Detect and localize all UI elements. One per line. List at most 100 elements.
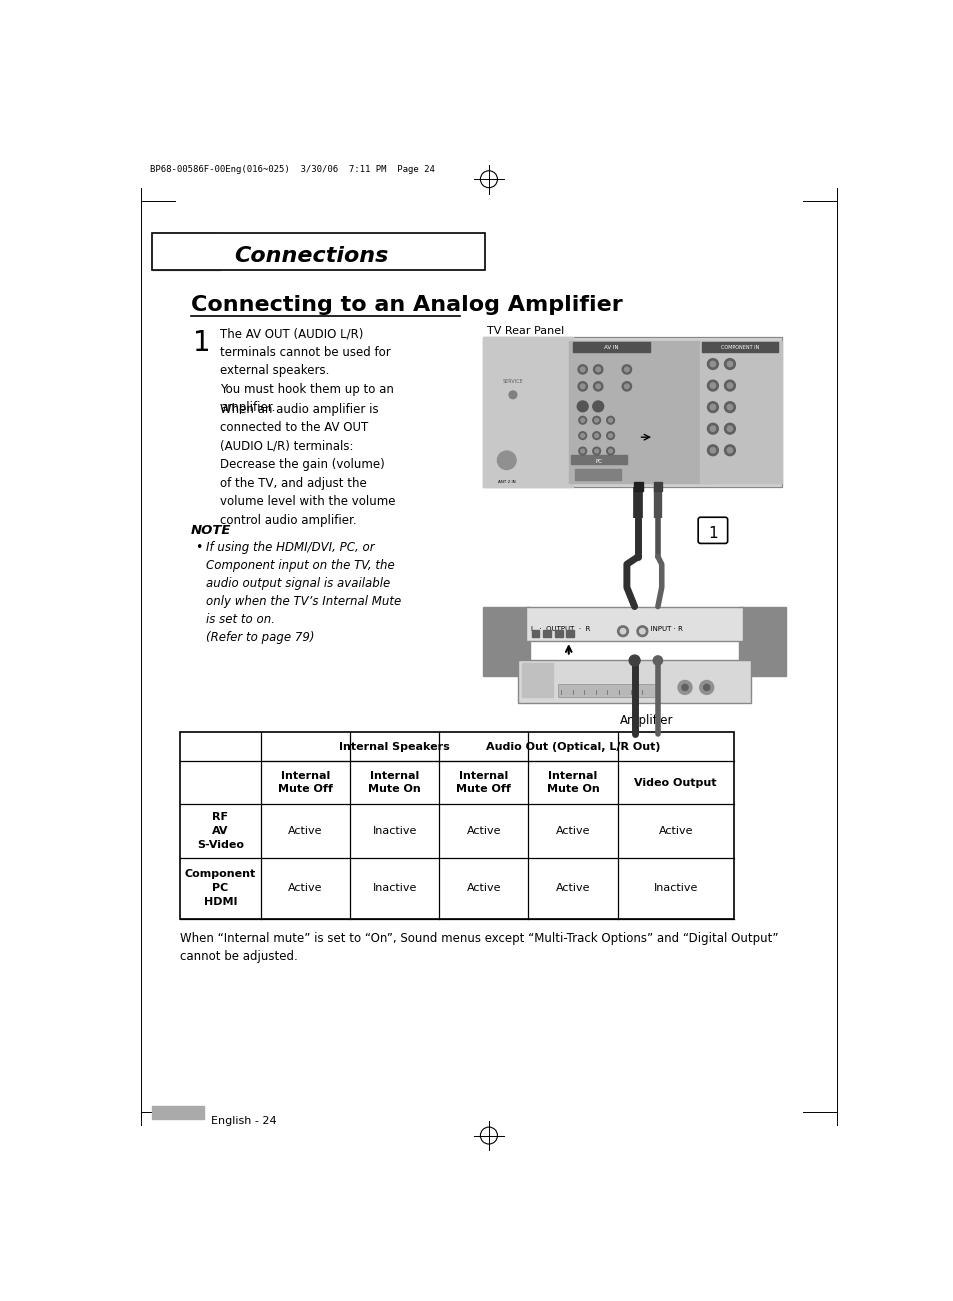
Text: Active: Active <box>466 826 500 835</box>
Text: Component
PC
HDMI: Component PC HDMI <box>185 869 255 907</box>
Bar <box>525 606 742 641</box>
Bar <box>483 337 781 487</box>
Circle shape <box>578 448 586 455</box>
Text: TV Rear Panel: TV Rear Panel <box>487 325 564 336</box>
Text: BP68-00586F-00Eng(016~025)  3/30/06  7:11 PM  Page 24: BP68-00586F-00Eng(016~025) 3/30/06 7:11 … <box>150 165 435 174</box>
Bar <box>531 630 538 637</box>
Circle shape <box>579 367 584 372</box>
Circle shape <box>707 402 718 412</box>
Circle shape <box>709 425 715 432</box>
Circle shape <box>592 416 599 424</box>
Text: Active: Active <box>556 826 590 835</box>
Text: Internal
Mute Off: Internal Mute Off <box>278 771 333 794</box>
Circle shape <box>726 405 732 410</box>
Bar <box>179 732 733 920</box>
Circle shape <box>703 684 709 691</box>
Circle shape <box>592 401 603 411</box>
Circle shape <box>723 359 735 369</box>
Circle shape <box>723 402 735 412</box>
Circle shape <box>596 384 599 389</box>
Bar <box>571 455 626 464</box>
Circle shape <box>509 392 517 398</box>
Text: English - 24: English - 24 <box>211 1115 276 1125</box>
Circle shape <box>497 451 516 470</box>
Circle shape <box>726 382 732 388</box>
Text: The AV OUT (AUDIO L/R)
terminals cannot be used for
external speakers.
You must : The AV OUT (AUDIO L/R) terminals cannot … <box>220 327 394 414</box>
Text: L · INPUT · R: L · INPUT · R <box>639 626 682 632</box>
Bar <box>566 630 574 637</box>
Bar <box>654 481 661 490</box>
Circle shape <box>578 364 587 373</box>
Circle shape <box>608 433 612 437</box>
Text: Internal Speakers: Internal Speakers <box>339 742 450 752</box>
Bar <box>152 233 220 271</box>
Circle shape <box>580 433 584 437</box>
Bar <box>575 468 620 480</box>
Bar <box>521 662 553 697</box>
Bar <box>700 341 781 484</box>
Text: When an audio amplifier is
connected to the AV OUT
(AUDIO L/R) terminals:
Decrea: When an audio amplifier is connected to … <box>220 402 395 527</box>
Text: When “Internal mute” is set to “On”, Sound menus except “Multi-Track Options” an: When “Internal mute” is set to “On”, Sou… <box>179 932 778 963</box>
Text: ANT 2 IN: ANT 2 IN <box>497 480 515 484</box>
Text: If using the HDMI/DVI, PC, or
Component input on the TV, the
audio output signal: If using the HDMI/DVI, PC, or Component … <box>206 541 401 644</box>
Circle shape <box>726 425 732 432</box>
Text: Active: Active <box>288 883 322 894</box>
Text: Active: Active <box>288 826 322 835</box>
Circle shape <box>723 445 735 455</box>
Bar <box>152 1106 204 1119</box>
Circle shape <box>726 448 732 453</box>
Circle shape <box>578 416 586 424</box>
Text: Amplifier: Amplifier <box>618 714 672 727</box>
FancyBboxPatch shape <box>698 518 727 544</box>
Circle shape <box>578 381 587 392</box>
Circle shape <box>592 448 599 455</box>
Circle shape <box>617 626 628 636</box>
Bar <box>483 606 530 677</box>
Circle shape <box>707 445 718 455</box>
Circle shape <box>624 367 629 372</box>
Text: L  ·  OUTPUT  ·  R: L · OUTPUT · R <box>531 626 590 632</box>
Circle shape <box>621 381 631 392</box>
Text: PC: PC <box>595 459 602 463</box>
Circle shape <box>707 359 718 369</box>
Circle shape <box>629 656 639 666</box>
Circle shape <box>592 432 599 440</box>
Bar <box>558 683 658 697</box>
Text: Connections: Connections <box>233 246 388 267</box>
Circle shape <box>723 423 735 435</box>
Text: Video Output: Video Output <box>634 778 717 787</box>
Bar <box>572 342 649 353</box>
Text: Connecting to an Analog Amplifier: Connecting to an Analog Amplifier <box>191 295 621 315</box>
Bar <box>483 337 572 487</box>
Circle shape <box>596 367 599 372</box>
Circle shape <box>707 380 718 392</box>
Text: RF
AV
S-Video: RF AV S-Video <box>196 812 244 850</box>
Text: 1: 1 <box>707 526 717 541</box>
Text: Internal
Mute On: Internal Mute On <box>368 771 420 794</box>
Circle shape <box>624 384 629 389</box>
Text: COMPONENT IN: COMPONENT IN <box>720 345 759 350</box>
Circle shape <box>709 362 715 367</box>
Text: Internal
Mute Off: Internal Mute Off <box>456 771 511 794</box>
Circle shape <box>621 364 631 373</box>
Circle shape <box>593 364 602 373</box>
Bar <box>555 630 562 637</box>
Circle shape <box>606 448 614 455</box>
Text: Internal
Mute On: Internal Mute On <box>546 771 598 794</box>
Circle shape <box>678 680 691 695</box>
Circle shape <box>579 384 584 389</box>
Circle shape <box>594 433 598 437</box>
Text: Inactive: Inactive <box>373 883 416 894</box>
Circle shape <box>619 628 625 634</box>
Bar <box>633 481 642 490</box>
Text: NOTE: NOTE <box>191 524 231 537</box>
Circle shape <box>580 449 584 453</box>
Circle shape <box>709 448 715 453</box>
Bar <box>152 233 484 271</box>
Circle shape <box>699 680 713 695</box>
Bar <box>568 341 716 484</box>
Text: •: • <box>195 541 202 554</box>
Text: SERVICE: SERVICE <box>502 380 523 384</box>
Circle shape <box>653 656 661 665</box>
Bar <box>517 661 750 703</box>
